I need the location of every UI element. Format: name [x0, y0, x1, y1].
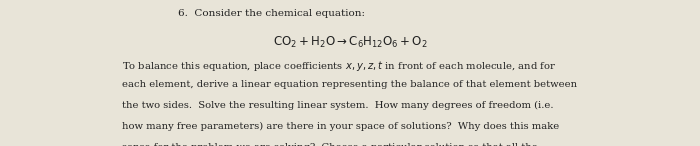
Text: sense for the problem we are solving?  Choose a particular solution so that all : sense for the problem we are solving? Ch… [122, 143, 538, 146]
Text: the two sides.  Solve the resulting linear system.  How many degrees of freedom : the two sides. Solve the resulting linea… [122, 101, 554, 110]
Text: To balance this equation, place coefficients $x, y, z, t$ in front of each molec: To balance this equation, place coeffici… [122, 59, 556, 73]
Text: $\mathrm{CO_2 + H_2O \rightarrow C_6H_{12}O_6 + O_2}$: $\mathrm{CO_2 + H_2O \rightarrow C_6H_{1… [273, 35, 427, 50]
Text: how many free parameters) are there in your space of solutions?  Why does this m: how many free parameters) are there in y… [122, 122, 560, 131]
Text: 6.  Consider the chemical equation:: 6. Consider the chemical equation: [178, 9, 365, 19]
Text: each element, derive a linear equation representing the balance of that element : each element, derive a linear equation r… [122, 80, 577, 89]
